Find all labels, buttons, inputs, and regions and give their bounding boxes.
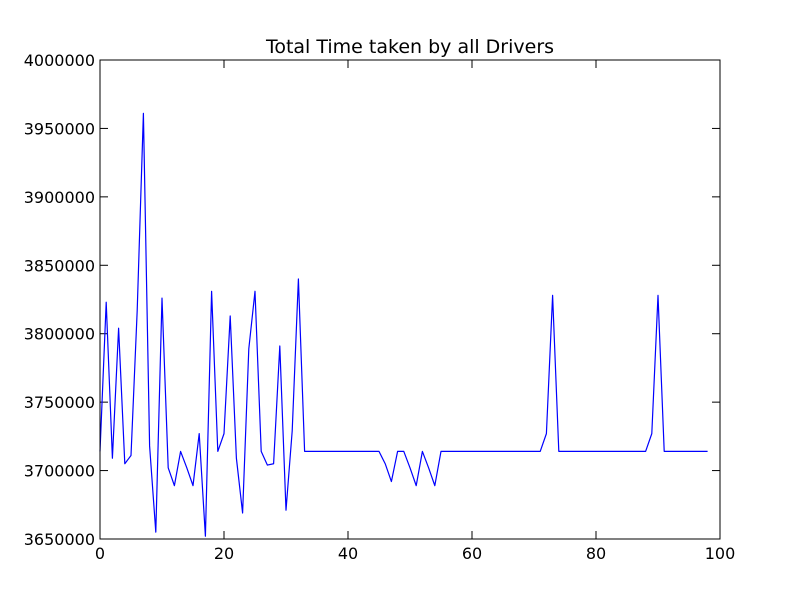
x-tick-label: 100 [705,544,736,563]
y-axis: 3650000 3700000 3750000 3800000 3850000 39000… [24,51,720,549]
y-tick-label: 3700000 [24,462,95,481]
series-line [99,112,708,537]
plot-area-frame [99,59,721,540]
x-tick-label: 40 [338,544,358,563]
y-tick-label: 3650000 [24,530,95,549]
y-tick-label: 3900000 [24,188,95,207]
series-layer [99,112,708,537]
y-tick-label: 3750000 [24,393,95,412]
y-tick-label: 3950000 [24,119,95,138]
y-tick-label: 4000000 [24,51,95,70]
x-tick-label: 80 [586,544,606,563]
y-tick-label: 3850000 [24,256,95,275]
x-tick-label: 60 [462,544,482,563]
x-tick-label: 20 [214,544,234,563]
x-axis: 0 20 40 60 80 100 [95,60,735,563]
y-tick-label: 3800000 [24,325,95,344]
x-tick-label: 0 [95,544,105,563]
chart-title: Total Time taken by all Drivers [265,36,554,58]
